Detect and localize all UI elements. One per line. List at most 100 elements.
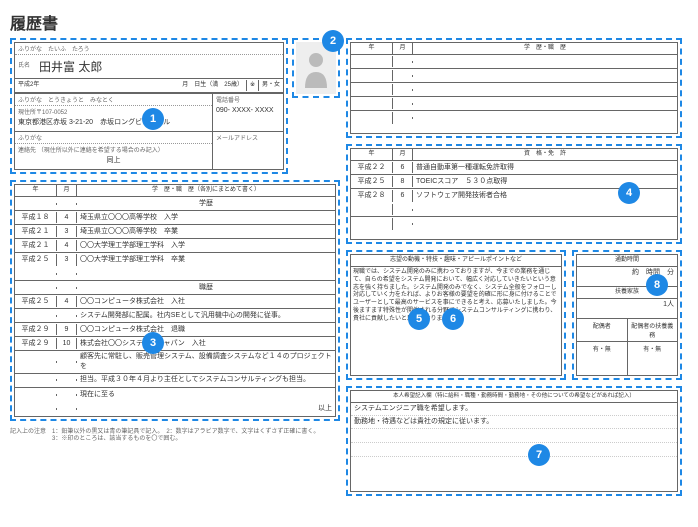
personal-section: 1 ふりがなたいふ たろう 氏名 田井富 太郎 平成2年 月 日生（満 25歳）… — [10, 38, 288, 174]
spouse-support-label: 配偶者の扶養義務 — [628, 319, 678, 341]
month-cell: 10 — [57, 338, 77, 350]
addr-furigana: とうきょうと みなとく — [45, 94, 117, 105]
table-row: 平成２１3埼玉県立〇〇〇高等学校 卒業 — [15, 225, 335, 239]
content-cell: 株式会社〇〇システム・ジャパン 入社 — [77, 338, 335, 350]
contact-label: 連絡先 — [18, 148, 36, 154]
resume-page: 1 ふりがなたいふ たろう 氏名 田井富 太郎 平成2年 月 日生（満 25歳）… — [10, 38, 688, 496]
contact-value: 同上 — [15, 155, 212, 169]
edu2-hdr-year: 年 — [351, 43, 393, 53]
gender-label: ※ — [246, 80, 259, 90]
content-cell: 普通自動車第一種運転免許取得 — [413, 162, 677, 174]
spouse-support-value: 有・無 — [628, 342, 678, 375]
year-cell: 平成２２ — [351, 162, 393, 174]
month-cell: 3 — [57, 254, 77, 266]
table-row: 平成２９9〇〇コンピュータ株式会社 退職 — [15, 323, 335, 337]
month-cell — [57, 361, 77, 363]
year-cell — [15, 394, 57, 396]
month-cell: 6 — [393, 162, 413, 174]
content-cell: 現在に至る — [77, 389, 335, 401]
wishes-section: 7 本人希望記入欄（特に給料・職種・勤務時間・勤務地・その他についての希望などが… — [346, 386, 682, 496]
month-cell: 4 — [57, 212, 77, 224]
ijou: 以上 — [77, 403, 335, 415]
commute-section: 8 通勤時間 約 時間 分 扶養家族 1人 配偶者 配偶者の扶養義務 有・無 有… — [572, 250, 682, 380]
wishes-line2: 勤務地・待遇などは貴社の規定に従います。 — [351, 416, 677, 429]
doc-title: 履歴書 — [10, 10, 688, 34]
spouse-value: 有・無 — [577, 342, 628, 375]
footnote-2: 3：※印のところは、該当するものを〇で囲む。 — [10, 436, 340, 443]
footnotes: 記入上の注意 1：鉛筆以外の黒又は青の筆記具で記入。 2：数字はアラビア数字で、… — [10, 429, 340, 443]
edu-continue-section: 年 月 学 歴・職 歴 — [346, 38, 682, 138]
content-cell: 顧客先に常駐し、販売管理システム、設備調査システムなど１４のプロジェクトを — [77, 351, 335, 373]
license-section: 4 年 月 資 格・免 許 平成２２6普通自動車第一種運転免許取得平成２５8TO… — [346, 144, 682, 244]
table-row: 平成２９10株式会社〇〇システム・ジャパン 入社 — [15, 337, 335, 351]
month-cell: 3 — [57, 226, 77, 238]
table-row: 平成２１4〇〇大学理工学部理工学科 入学 — [15, 239, 335, 253]
phone-label: 電話番号 — [213, 94, 283, 105]
table-row: 平成１８4埼玉県立〇〇〇高等学校 入学 — [15, 211, 335, 225]
month-cell: 8 — [393, 176, 413, 188]
content-cell: 埼玉県立〇〇〇高等学校 入学 — [77, 212, 335, 224]
edu-hdr-title: 学 歴・職 歴（各別にまとめて書く） — [77, 185, 335, 195]
year-cell: 平成２８ — [351, 190, 393, 202]
furigana-label: ふりがな — [15, 43, 45, 54]
phone-value: 090- XXXX- XXXX — [213, 105, 283, 117]
wishes-line1: システムエンジニア職を希望します。 — [351, 403, 677, 416]
month-cell — [57, 315, 77, 317]
year-cell — [15, 361, 57, 363]
month-cell: 4 — [57, 296, 77, 308]
edu-hdr-month: 月 — [57, 185, 77, 195]
badge-6: 6 — [442, 308, 464, 330]
table-row: 平成２５3〇〇大学理工学部理工学科 卒業 — [15, 253, 335, 267]
lic-hdr-month: 月 — [393, 149, 413, 159]
edu2-hdr-month: 月 — [393, 43, 413, 53]
name-label: 氏名 — [15, 61, 33, 71]
table-row: 担当。平成３０年４月より主任としてシステムコンサルティングも担当。 — [15, 374, 335, 388]
year-cell: 平成２１ — [15, 240, 57, 252]
motive-header: 志望の動機・特技・趣味・アピールポイントなど — [351, 255, 561, 265]
lic-hdr-year: 年 — [351, 149, 393, 159]
lic-hdr-title: 資 格・免 許 — [413, 149, 677, 159]
content-cell: 埼玉県立〇〇〇高等学校 卒業 — [77, 226, 335, 238]
month-cell — [57, 379, 77, 381]
dependents-value: 1 — [663, 301, 667, 308]
year-cell: 平成１８ — [15, 212, 57, 224]
motive-section: 5 6 志望の動機・特技・趣味・アピールポイントなど 現職では、システム開発のみ… — [346, 250, 566, 380]
contact-furigana-label: ふりがな — [15, 132, 45, 143]
month-cell: 9 — [57, 324, 77, 336]
year-cell: 平成２９ — [15, 338, 57, 350]
spouse-label: 配偶者 — [577, 319, 628, 341]
shokureki-label: 職歴 — [77, 282, 335, 294]
furigana-value: たいふ たろう — [45, 43, 93, 54]
badge-4: 4 — [618, 182, 640, 204]
table-row: 顧客先に常駐し、販売管理システム、設備調査システムなど１４のプロジェクトを — [15, 351, 335, 374]
table-row: 平成２２6普通自動車第一種運転免許取得 — [351, 161, 677, 175]
year-cell — [15, 315, 57, 317]
edu-hdr-year: 年 — [15, 185, 57, 195]
year-cell: 平成２５ — [351, 176, 393, 188]
address-value: 東京都港区赤坂 3-21-20 赤坂ロングビーチビル — [15, 117, 212, 131]
year-cell: 平成２５ — [15, 296, 57, 308]
year-cell: 平成２５ — [15, 254, 57, 266]
gender-value: 男・女 — [259, 80, 283, 90]
badge-5: 5 — [408, 308, 430, 330]
name-value: 田井富 太郎 — [33, 56, 108, 77]
badge-3: 3 — [142, 332, 164, 354]
content-cell: 〇〇コンピュータ株式会社 入社 — [77, 296, 335, 308]
addr-zip: 現住所〒107-0052 — [15, 106, 212, 117]
content-cell: 〇〇コンピュータ株式会社 退職 — [77, 324, 335, 336]
table-row: 現在に至る — [15, 388, 335, 402]
month-cell: 4 — [57, 240, 77, 252]
table-row: システム開発部に配属。社内SEとして汎用機中心の開発に従事。 — [15, 309, 335, 323]
commute-header: 通勤時間 — [577, 255, 677, 265]
content-cell: 担当。平成３０年４月より主任としてシステムコンサルティングも担当。 — [77, 374, 335, 386]
birth-prefix: 平成2年 — [15, 80, 179, 90]
month-cell: 6 — [393, 190, 413, 202]
edu2-hdr-title: 学 歴・職 歴 — [413, 43, 677, 53]
badge-2: 2 — [322, 30, 344, 52]
contact-note: （現住所以外に連絡を希望する場合のみ記入） — [38, 148, 164, 154]
addr-furigana-label: ふりがな — [15, 94, 45, 105]
content-cell: 〇〇大学理工学部理工学科 卒業 — [77, 254, 335, 266]
content-cell: システム開発部に配属。社内SEとして汎用機中心の開発に従事。 — [77, 310, 335, 322]
year-cell — [15, 379, 57, 381]
mail-label: メールアドレス — [213, 132, 283, 143]
